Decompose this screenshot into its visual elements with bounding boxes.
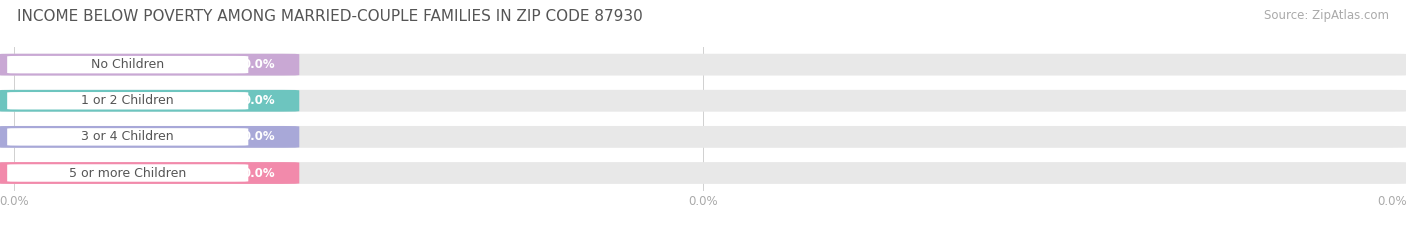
FancyBboxPatch shape (7, 164, 249, 182)
Text: 5 or more Children: 5 or more Children (69, 167, 187, 179)
Text: 3 or 4 Children: 3 or 4 Children (82, 130, 174, 143)
Text: 0.0%: 0.0% (242, 94, 276, 107)
FancyBboxPatch shape (0, 126, 1406, 148)
FancyBboxPatch shape (0, 162, 299, 184)
Text: 0.0%: 0.0% (242, 130, 276, 143)
FancyBboxPatch shape (0, 54, 1406, 75)
Text: 1 or 2 Children: 1 or 2 Children (82, 94, 174, 107)
FancyBboxPatch shape (7, 128, 249, 146)
FancyBboxPatch shape (0, 162, 1406, 184)
Text: 0.0%: 0.0% (242, 167, 276, 179)
Text: 0.0%: 0.0% (242, 58, 276, 71)
FancyBboxPatch shape (0, 90, 299, 112)
Text: Source: ZipAtlas.com: Source: ZipAtlas.com (1264, 9, 1389, 22)
FancyBboxPatch shape (0, 90, 1406, 112)
Text: INCOME BELOW POVERTY AMONG MARRIED-COUPLE FAMILIES IN ZIP CODE 87930: INCOME BELOW POVERTY AMONG MARRIED-COUPL… (17, 9, 643, 24)
FancyBboxPatch shape (0, 54, 299, 75)
Text: No Children: No Children (91, 58, 165, 71)
FancyBboxPatch shape (7, 92, 249, 110)
FancyBboxPatch shape (7, 56, 249, 73)
FancyBboxPatch shape (0, 126, 299, 148)
